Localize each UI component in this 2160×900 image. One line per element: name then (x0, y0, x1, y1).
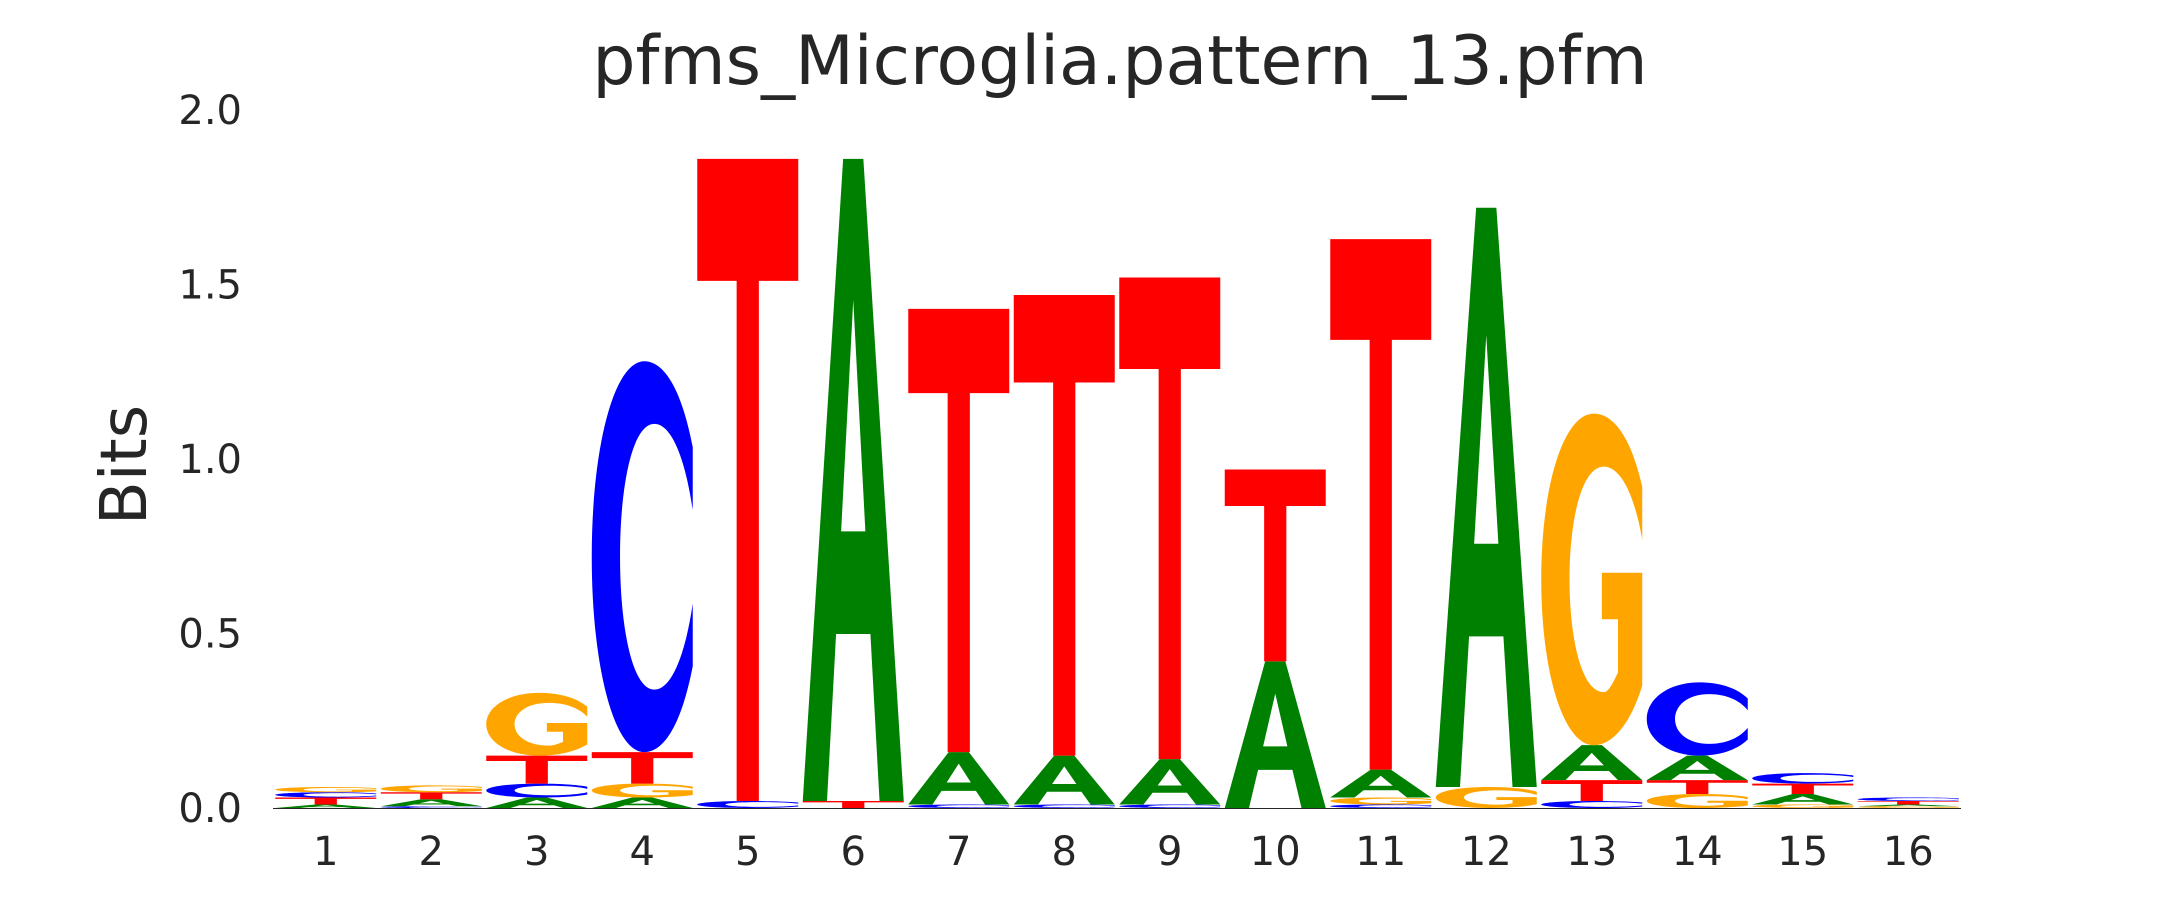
logo-letter-c (1330, 804, 1432, 808)
x-tick-label: 10 (1250, 829, 1301, 875)
x-tick-label: 16 (1883, 829, 1934, 875)
logo-letter-a (380, 799, 482, 807)
logo-letter-a (275, 804, 377, 808)
x-tick-label: 1 (313, 829, 338, 875)
y-tick-label: 1.5 (178, 263, 242, 309)
logo-letter-t (1541, 780, 1643, 802)
logo-letter-g (380, 785, 482, 793)
y-axis-ticks: 0.0 0.5 1.0 1.5 2.0 (178, 88, 242, 832)
logo-letter-c (697, 801, 799, 808)
logo-letter-a (486, 797, 588, 808)
logo-letter-t (697, 158, 799, 802)
y-tick-label: 0.5 (178, 612, 242, 658)
logo-letter-c (486, 783, 588, 798)
logo-letter-a (1646, 755, 1748, 781)
logo-letter-t (1013, 294, 1115, 756)
logo-letter-a (1330, 769, 1432, 798)
x-tick-label: 14 (1672, 829, 1723, 875)
logo-letter-a (1013, 755, 1115, 805)
x-axis-ticks: 1 2 3 4 5 6 7 8 9 10 11 12 13 14 15 16 (313, 829, 1934, 875)
logo-letter-g (486, 692, 588, 756)
logo-letter-a (1224, 661, 1326, 808)
logo-letter-c (1119, 804, 1221, 808)
y-tick-label: 2.0 (178, 88, 242, 134)
x-tick-label: 4 (630, 829, 655, 875)
logo-letter-t (1752, 783, 1854, 795)
x-tick-label: 6 (841, 829, 866, 875)
logo-letter-g (1435, 787, 1537, 808)
logo-letter-c (1013, 804, 1115, 808)
x-tick-label: 9 (1157, 829, 1182, 875)
logo-letter-c (908, 804, 1010, 808)
x-tick-label: 13 (1566, 829, 1617, 875)
logo-letter-a (1752, 794, 1854, 805)
logo-letter-t (1646, 780, 1748, 795)
logo-letter-a (802, 158, 904, 802)
logo-letter-g (1330, 797, 1432, 805)
logo-letter-t (275, 797, 377, 805)
logo-letter-t (1330, 239, 1432, 770)
logo-letter-c (591, 361, 693, 753)
logo-letter-t (908, 308, 1010, 753)
logo-letter-g (1752, 804, 1854, 808)
logo-letter-c (1857, 797, 1959, 802)
x-tick-label: 5 (735, 829, 760, 875)
logo-letter-c (1541, 801, 1643, 808)
x-tick-label: 3 (524, 829, 549, 875)
logo-letter-a (591, 797, 693, 808)
y-tick-label: 1.0 (178, 437, 242, 483)
logo-letter-t (486, 755, 588, 784)
logo-letter-g (1541, 413, 1643, 746)
logo-letter-c (275, 792, 377, 798)
logo-letter-t (802, 801, 904, 808)
y-tick-label: 0.0 (178, 786, 242, 832)
logo-letter-a (1857, 804, 1959, 807)
logo-letter-c (1752, 773, 1854, 784)
logo-letter-a (1435, 207, 1537, 788)
logo-letter-t (380, 792, 482, 800)
logo-letters (275, 158, 1959, 808)
x-tick-label: 2 (419, 829, 444, 875)
logo-letter-t (1857, 801, 1959, 805)
x-tick-label: 15 (1777, 829, 1828, 875)
logo-letter-t (1119, 277, 1221, 760)
x-tick-label: 11 (1355, 829, 1406, 875)
x-tick-label: 8 (1052, 829, 1077, 875)
logo-letter-a (908, 752, 1010, 805)
logo-letter-g (275, 787, 377, 793)
x-tick-label: 12 (1461, 829, 1512, 875)
logo-letter-g (1857, 806, 1959, 808)
chart-title: pfms_Microglia.pattern_13.pfm (592, 22, 1648, 101)
logo-letter-g (591, 783, 693, 798)
logo-letter-g (1646, 794, 1748, 808)
logo-letter-t (1224, 469, 1326, 662)
logo-letter-a (1541, 745, 1643, 781)
logo-letter-c (380, 806, 482, 808)
logo-letter-t (591, 752, 693, 784)
logo-letter-a (1119, 759, 1221, 805)
logo-letter-c (1646, 682, 1748, 756)
x-tick-label: 7 (946, 829, 971, 875)
